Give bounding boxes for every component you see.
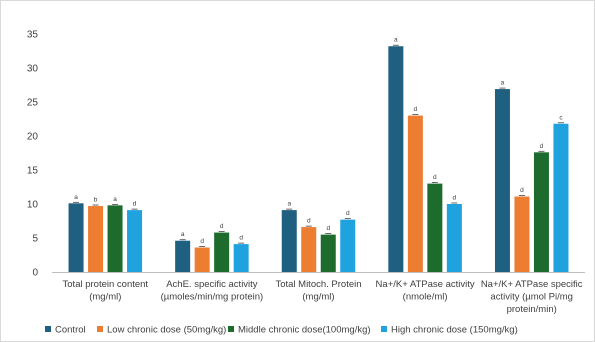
y-tick-label: 25 [27, 98, 39, 109]
significance-label: a [74, 194, 78, 201]
x-tick-label: Total protein content [63, 279, 149, 290]
bar [514, 196, 530, 272]
x-tick-label: AchE. specific activity [166, 279, 258, 290]
significance-label: d [520, 187, 524, 194]
legend-label: High chronic dose (150mg/kg) [391, 325, 518, 336]
bar-series-group [68, 44, 569, 272]
bar [494, 89, 510, 272]
legend: Control Low chronic dose (50mg/kg) Middle … [45, 325, 518, 336]
legend-label: Middle chronic dose(100mg/kg) [238, 325, 371, 336]
y-axis: 0 5 10 15 20 25 30 35 [27, 30, 39, 279]
x-tick-label: Na+/K+ ATPase specific [481, 279, 583, 290]
y-tick-label: 15 [27, 166, 39, 177]
bar [68, 203, 84, 272]
bar [340, 219, 356, 272]
bar [301, 227, 317, 272]
x-tick-label: Total Mitoch. Protein [275, 279, 361, 290]
significance-label: a [501, 80, 505, 87]
bar [127, 210, 143, 272]
significance-labels: a b a d a d d d a d d d a d d d a d d c [74, 37, 563, 245]
significance-label: d [326, 225, 330, 232]
bar [214, 232, 230, 272]
significance-label: d [346, 210, 350, 217]
y-tick-label: 5 [32, 234, 38, 245]
y-tick-label: 0 [32, 268, 38, 279]
significance-label: d [414, 106, 418, 113]
significance-label: a [394, 37, 398, 44]
x-axis-category-labels: Total protein content (mg/ml) AchE. specif… [63, 279, 583, 315]
x-tick-label: Na+/K+ ATPase activity [376, 279, 475, 290]
legend-swatch [381, 326, 387, 332]
legend-swatch [97, 326, 103, 332]
bar [427, 183, 443, 272]
significance-label: d [307, 218, 311, 225]
bar [533, 152, 549, 272]
legend-label: Control [55, 325, 86, 336]
significance-label: d [133, 201, 137, 208]
x-tick-label: (nmole/ml) [403, 292, 448, 303]
significance-label: d [220, 223, 224, 230]
bar [194, 247, 210, 272]
significance-label: d [540, 143, 544, 150]
bar [107, 205, 123, 272]
bar [175, 240, 191, 272]
significance-label: d [453, 195, 457, 202]
y-tick-label: 20 [27, 132, 39, 143]
bar [407, 115, 423, 272]
y-tick-label: 10 [27, 200, 39, 211]
significance-label: a [113, 196, 117, 203]
bar [320, 234, 336, 272]
y-tick-label: 30 [27, 64, 39, 75]
bar [553, 123, 569, 272]
significance-label: d [433, 174, 437, 181]
bar [388, 46, 404, 272]
legend-swatch [45, 326, 51, 332]
bar [233, 244, 249, 272]
significance-label: d [200, 238, 204, 245]
x-tick-label: protein/min) [507, 304, 557, 315]
x-tick-label: activity (µmol Pi/mg [490, 292, 573, 303]
significance-label: d [239, 235, 243, 242]
significance-label: a [181, 231, 185, 238]
x-tick-label: (mg/ml) [89, 292, 121, 303]
legend-label: Low chronic dose (50mg/kg) [107, 325, 226, 336]
bar [281, 210, 297, 272]
legend-swatch [228, 326, 234, 332]
bar [446, 204, 462, 272]
x-tick-label: (mg/ml) [302, 292, 334, 303]
significance-label: a [287, 201, 291, 208]
y-tick-label: 35 [27, 30, 39, 41]
x-tick-label: (µmoles/min/mg protein) [161, 292, 264, 303]
significance-label: c [559, 114, 563, 121]
bar [88, 206, 104, 272]
significance-label: b [94, 197, 98, 204]
